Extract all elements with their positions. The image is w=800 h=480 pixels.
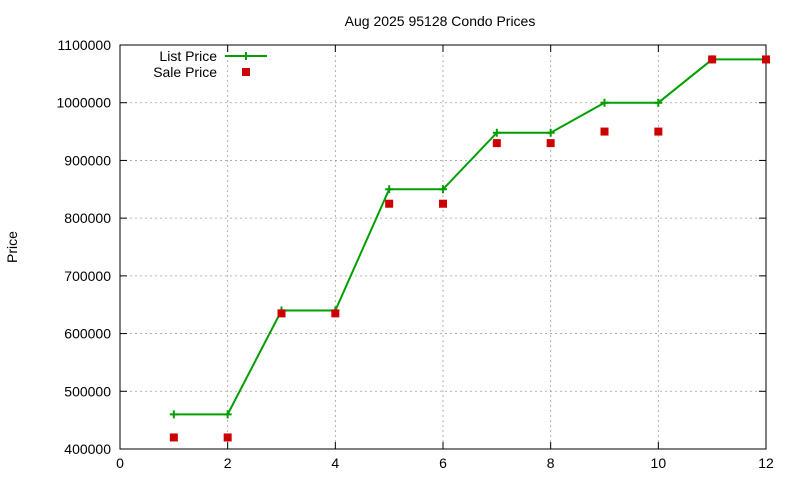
y-tick-label: 1000000 — [56, 95, 111, 111]
data-point-sale-price — [762, 55, 770, 64]
y-tick-label: 400000 — [64, 441, 111, 457]
x-tick-label: 2 — [224, 455, 232, 471]
legend-swatch-square — [242, 68, 250, 76]
x-tick-label: 0 — [116, 455, 124, 471]
y-tick-label: 700000 — [64, 268, 111, 284]
legend-label: Sale Price — [153, 64, 217, 80]
y-tick-label: 900000 — [64, 152, 111, 168]
data-point-sale-price — [654, 127, 663, 136]
data-point-sale-price — [439, 199, 447, 208]
data-point-list-price — [546, 128, 555, 137]
y-tick-label: 800000 — [64, 210, 111, 226]
y-axis-label: Price — [4, 231, 20, 263]
data-point-list-price — [492, 128, 501, 137]
axes: 0 2 4 6 8 10 12 400000 500000 600000 700000 800000 9… — [56, 37, 774, 471]
data-point-list-price — [654, 98, 663, 107]
data-point-sale-price — [277, 309, 286, 318]
series-line-list-price — [173, 58, 766, 416]
data-point-sale-price — [385, 199, 394, 208]
x-tick-label: 10 — [651, 455, 667, 471]
data-point-list-price — [439, 185, 447, 194]
legend-swatch-plus — [242, 52, 250, 60]
grid — [120, 45, 766, 449]
y-tick-label: 600000 — [64, 326, 111, 342]
series-layer — [169, 55, 770, 442]
chart-title: Aug 2025 95128 Condo Prices — [345, 13, 536, 29]
x-tick-label: 8 — [547, 455, 555, 471]
x-tick-label: 6 — [439, 455, 447, 471]
data-point-list-price — [223, 410, 232, 419]
data-point-list-price — [600, 98, 609, 107]
data-point-sale-price — [600, 127, 609, 136]
data-point-sale-price — [169, 433, 178, 442]
legend-label: List Price — [159, 48, 217, 64]
data-point-sale-price — [331, 309, 340, 318]
x-tick-label: 4 — [331, 455, 339, 471]
data-point-sale-price — [223, 433, 232, 442]
data-point-list-price — [385, 185, 394, 194]
data-point-sale-price — [546, 139, 555, 148]
x-tick-label: 12 — [758, 455, 774, 471]
y-tick-label: 1100000 — [58, 37, 112, 53]
y-tick-label: 500000 — [64, 383, 111, 399]
data-point-sale-price — [708, 55, 717, 64]
data-point-list-price — [169, 410, 178, 419]
data-point-sale-price — [492, 139, 501, 148]
